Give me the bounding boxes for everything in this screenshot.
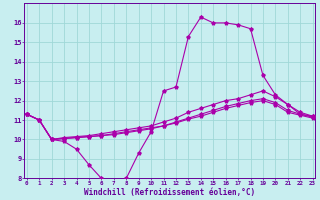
X-axis label: Windchill (Refroidissement éolien,°C): Windchill (Refroidissement éolien,°C) [84,188,255,197]
